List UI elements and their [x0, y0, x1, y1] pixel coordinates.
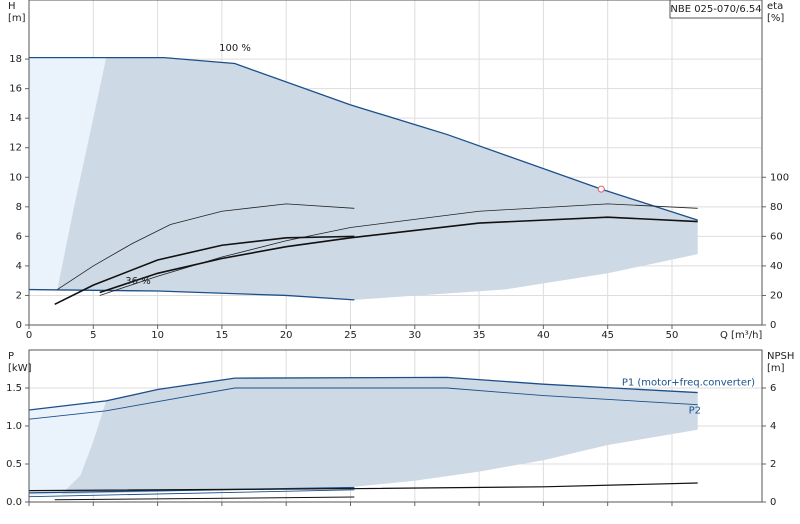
y2-tick-label: 2 — [770, 459, 776, 470]
operating-area — [29, 400, 107, 496]
x-tick-label: 25 — [344, 330, 357, 341]
y-tick-label: 1.0 — [6, 421, 22, 432]
curve — [28, 376, 698, 411]
y2-tick-label: 80 — [770, 202, 783, 213]
operating-area — [61, 377, 698, 495]
plot-frame — [28, 0, 763, 326]
y-tick-label: 16 — [9, 84, 22, 95]
y-tick-label: 10 — [9, 172, 22, 183]
y2-tick-label: 4 — [770, 421, 776, 432]
annotation: 100 % — [219, 43, 251, 54]
x-tick-label: 10 — [151, 330, 164, 341]
curve — [57, 203, 355, 290]
y-tick-label: 0.5 — [6, 459, 22, 470]
operating-area — [57, 57, 698, 300]
y-tick-label: 8 — [16, 202, 22, 213]
curve — [28, 489, 355, 498]
x-tick-label: 35 — [473, 330, 486, 341]
y2-tick-label: 60 — [770, 231, 783, 242]
x-tick-label: 50 — [666, 330, 679, 341]
y-tick-label: 4 — [16, 261, 22, 272]
x-tick-label: 15 — [216, 330, 229, 341]
curve — [54, 496, 355, 501]
y-tick-label: 6 — [16, 231, 22, 242]
y2-tick-label: 20 — [770, 290, 783, 301]
chart-title: NBE 025-070/6.54 — [670, 4, 761, 15]
y2-tick-label: 100 — [770, 172, 789, 183]
curve — [54, 235, 355, 306]
curve — [29, 56, 698, 221]
y-tick-label: 12 — [9, 143, 22, 154]
curve — [99, 216, 698, 294]
y2-tick-label: 6 — [770, 383, 776, 394]
y2-tick-label: 0 — [770, 497, 776, 508]
y2-axis-label: [%] — [767, 13, 784, 24]
title-box — [669, 0, 763, 19]
y-axis-label: [kW] — [8, 363, 32, 374]
y2-tick-label: 40 — [770, 261, 783, 272]
operating-area — [29, 57, 107, 290]
y-axis-label: P — [8, 351, 14, 362]
x-axis-label: Q [m³/h] — [720, 330, 762, 341]
y-axis-label: H — [8, 1, 16, 12]
series-label: P2 — [689, 406, 701, 417]
x-tick-label: 0 — [26, 330, 32, 341]
curve — [28, 288, 355, 301]
y2-axis-label: eta — [767, 1, 783, 12]
y-tick-label: 0 — [16, 320, 22, 331]
y2-axis-label: [m] — [767, 363, 785, 374]
y-tick-label: 18 — [9, 54, 22, 65]
curve — [28, 387, 698, 420]
x-tick-label: 30 — [408, 330, 421, 341]
x-tick-label: 20 — [280, 330, 293, 341]
x-tick-label: 5 — [90, 330, 96, 341]
curve — [28, 482, 698, 492]
curve — [99, 203, 698, 296]
y-tick-label: 14 — [9, 113, 22, 124]
plot-frame — [28, 349, 763, 503]
duty-point — [597, 185, 605, 193]
y-tick-label: 1.5 — [6, 383, 22, 394]
y-axis-label: [m] — [8, 13, 26, 24]
y2-axis-label: NPSH — [767, 351, 794, 362]
y-tick-label: 2 — [16, 290, 22, 301]
annotation: 36 % — [125, 276, 150, 287]
y-tick-label: 0.0 — [6, 497, 22, 508]
x-tick-label: 45 — [601, 330, 614, 341]
x-tick-label: 40 — [537, 330, 550, 341]
series-label: P1 (motor+freq.converter) — [622, 378, 755, 389]
y2-tick-label: 0 — [770, 320, 776, 331]
